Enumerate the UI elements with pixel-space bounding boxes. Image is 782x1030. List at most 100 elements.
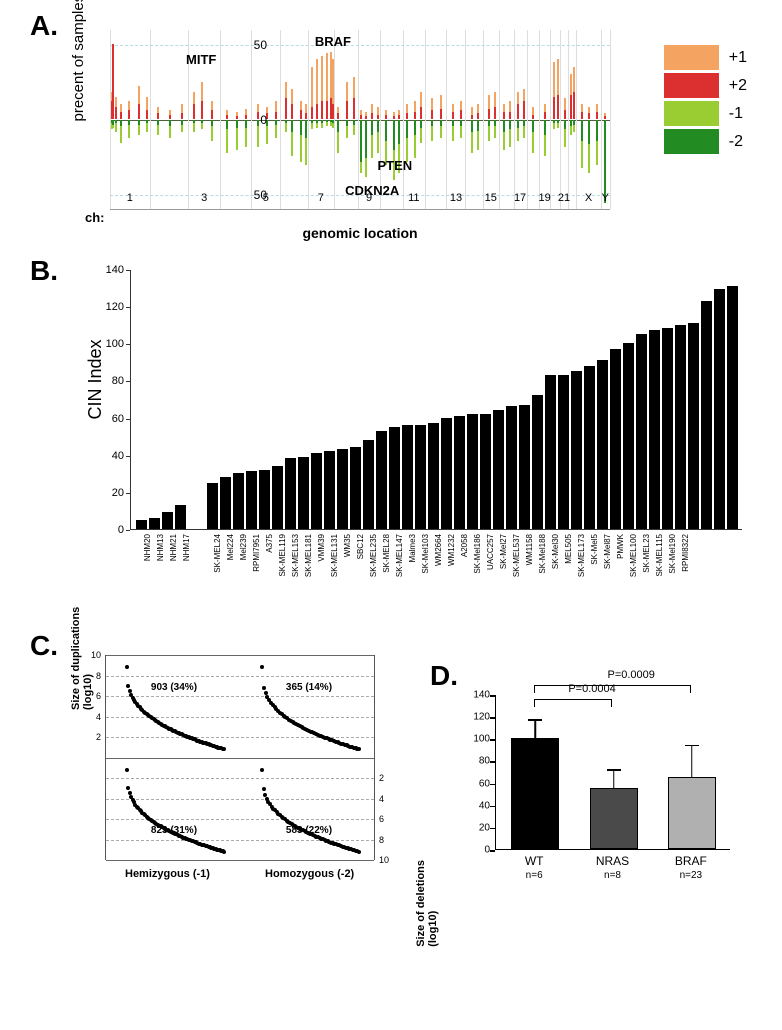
panel-d-bar (590, 788, 638, 849)
cin-bar (298, 457, 309, 529)
cin-sample-label: UACC257 (486, 534, 495, 570)
cin-sample-label: NHM13 (156, 534, 165, 561)
cin-bar (285, 458, 296, 529)
cin-bar (623, 343, 634, 529)
panel-a-chlabel: ch: (85, 210, 105, 225)
panel-a-xlabel: genomic location (110, 225, 610, 241)
panel-b-label: B. (30, 255, 58, 287)
cin-bar (506, 406, 517, 529)
cin-bar (558, 375, 569, 529)
legend-swatch (664, 45, 719, 70)
cin-bar (350, 447, 361, 529)
cin-bar (688, 323, 699, 529)
cin-sample-label: NHM17 (182, 534, 191, 561)
cin-sample-label: WM1158 (525, 534, 534, 565)
cin-sample-label: NHM21 (169, 534, 178, 561)
panel-a-chtick: 3 (201, 192, 207, 204)
cin-bar (175, 505, 186, 529)
legend-swatch (664, 73, 719, 98)
panel-d-n: n=6 (509, 870, 559, 881)
cin-sample-label: SK-MEL153 (291, 534, 300, 577)
panel-a-chtick: 1 (127, 192, 133, 204)
cin-bar (532, 395, 543, 529)
panel-c-annotation: 903 (34%) (151, 682, 197, 693)
panel-b-ytick: 100 (106, 338, 124, 350)
panel-d-bar (511, 738, 559, 849)
panel-c-annotation: 365 (14%) (286, 682, 332, 693)
panel-c-ytick: 10 (379, 855, 389, 865)
panel-c-plot (105, 655, 375, 860)
cin-sample-label: SK-MEL24 (213, 534, 222, 573)
panel-b-ytick: 80 (112, 375, 124, 387)
panel-a-chtick: X (585, 192, 592, 204)
panel-a-chtick: 11 (408, 192, 419, 204)
cin-bar (149, 518, 160, 529)
panel-b-ytick: 0 (118, 524, 124, 536)
panel-c-ytick: 4 (96, 712, 101, 722)
cin-bar (597, 360, 608, 529)
panel-d-xlabel: BRAF (666, 854, 716, 868)
panel-c-label: C. (30, 630, 58, 662)
cin-bar (571, 371, 582, 529)
cin-bar (662, 328, 673, 529)
cin-bar (311, 453, 322, 529)
cin-sample-label: A2058 (460, 534, 469, 557)
panel-a-label: A. (30, 10, 58, 42)
cin-sample-label: SK-Mel30 (551, 534, 560, 569)
panel-c-ytick: 8 (379, 835, 384, 845)
panel-a-chtick: 13 (450, 192, 462, 204)
cin-sample-label: SK-MEL235 (369, 534, 378, 577)
cin-bar (727, 286, 738, 529)
panel-c-annotation: 823 (31%) (151, 825, 197, 836)
cin-bar (363, 440, 374, 529)
cin-sample-label: Mel239 (239, 534, 248, 560)
cin-bar (428, 423, 439, 529)
panel-a-chtick: 21 (558, 192, 570, 204)
panel-c-ytick: 8 (96, 671, 101, 681)
panel-d-ytick: 120 (473, 712, 490, 723)
panel-d-ytick: 20 (479, 822, 490, 833)
panel-d-plot (495, 695, 730, 850)
cin-bar (233, 473, 244, 529)
panel-a-chtick: 19 (538, 192, 550, 204)
legend-label: -2 (729, 133, 743, 151)
legend-label: -1 (729, 105, 743, 123)
panel-a-ytick: 0 (260, 113, 267, 127)
cin-bar (467, 414, 478, 529)
panel-d-ytick: 40 (479, 800, 490, 811)
cin-sample-label: SK-Mel186 (473, 534, 482, 574)
panel-b-ytick: 60 (112, 413, 124, 425)
panel-d-ytick: 80 (479, 756, 490, 767)
cin-sample-label: SK-MEL115 (655, 534, 664, 577)
cin-sample-label: SK-MEL173 (577, 534, 586, 577)
panel-a: A. precent of samples ch: genomic locati… (10, 10, 772, 250)
panel-c-annotation: 583 (22%) (286, 825, 332, 836)
cin-bar (454, 416, 465, 529)
cin-sample-label: WM1232 (447, 534, 456, 566)
cin-sample-label: RPMI8322 (681, 534, 690, 572)
cin-sample-label: SK-MEL147 (395, 534, 404, 577)
cin-bar (649, 330, 660, 529)
panel-a-ytick: 50 (254, 188, 267, 202)
panel-d-xlabel: NRAS (588, 854, 638, 868)
cin-sample-label: SK-MEL537 (512, 534, 521, 577)
panel-c-xlabel: Homozygous (-2) (265, 868, 354, 880)
cin-bar (480, 414, 491, 529)
cin-sample-label: WM2664 (434, 534, 443, 566)
cin-bar (584, 366, 595, 529)
cin-sample-label: RPMI7951 (252, 534, 261, 572)
gene-label: BRAF (315, 34, 351, 49)
panel-a-chtick: 15 (485, 192, 497, 204)
cin-sample-label: NHM20 (143, 534, 152, 561)
legend-swatch (664, 129, 719, 154)
cin-bar (415, 425, 426, 529)
panel-a-ytick: 50 (254, 38, 267, 52)
cin-sample-label: SK-MEL28 (382, 534, 391, 573)
panel-d-pvalue: P=0.0009 (608, 669, 655, 681)
panel-c-ytick: 2 (379, 773, 384, 783)
cin-bar (675, 325, 686, 529)
panel-b-plot (130, 270, 742, 530)
cin-sample-label: SK-MEL23 (642, 534, 651, 573)
cin-bar (272, 466, 283, 529)
cin-sample-label: SK-Mel27 (499, 534, 508, 569)
